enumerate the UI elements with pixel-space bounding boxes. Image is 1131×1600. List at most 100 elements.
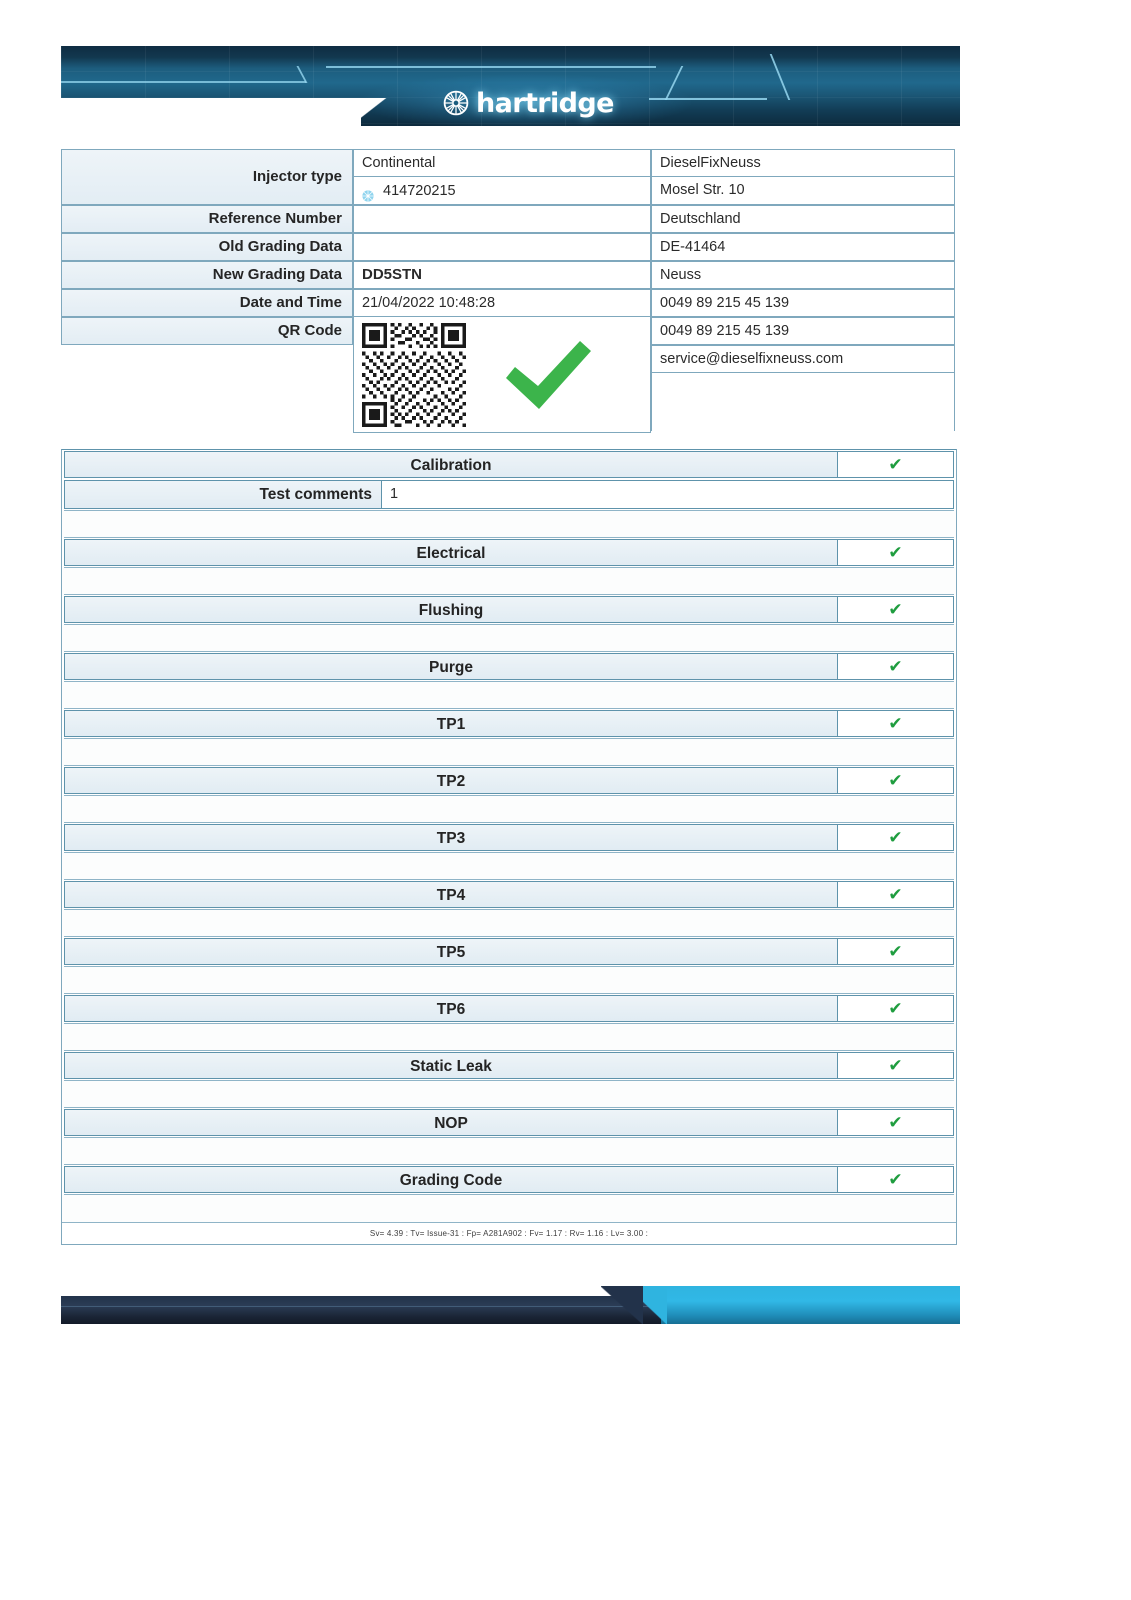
result-row-electrical: Electrical ✔ bbox=[62, 538, 956, 567]
footer-banner bbox=[61, 1286, 960, 1324]
info-row: Reference Number Deutschland bbox=[61, 205, 957, 233]
status-badge: ✔ bbox=[838, 539, 954, 566]
result-label: Calibration bbox=[64, 451, 838, 478]
check-icon: ✔ bbox=[888, 657, 903, 677]
result-row-tp4: TP4 ✔ bbox=[62, 880, 956, 909]
header-banner: hartridge bbox=[61, 46, 960, 126]
hartridge-wheel-icon bbox=[443, 90, 469, 116]
row-spacer bbox=[62, 795, 956, 823]
status-badge: ✔ bbox=[838, 1109, 954, 1136]
row-spacer bbox=[62, 681, 956, 709]
status-badge: ✔ bbox=[838, 1166, 954, 1193]
result-row-purge: Purge ✔ bbox=[62, 652, 956, 681]
status-badge: ✔ bbox=[838, 451, 954, 478]
customer-line-6: 0049 89 215 45 139 bbox=[651, 289, 955, 317]
status-badge: ✔ bbox=[838, 1052, 954, 1079]
check-icon: ✔ bbox=[888, 942, 903, 962]
status-badge: ✔ bbox=[838, 938, 954, 965]
overall-pass-check-icon bbox=[500, 336, 596, 414]
row-spacer bbox=[62, 966, 956, 994]
footer-dark-bevel bbox=[601, 1286, 643, 1324]
qr-code-image bbox=[362, 322, 466, 427]
check-icon: ✔ bbox=[888, 714, 903, 734]
check-icon: ✔ bbox=[888, 999, 903, 1019]
value-test-comments[interactable]: 1 bbox=[382, 480, 954, 509]
check-icon: ✔ bbox=[888, 1113, 903, 1133]
hartridge-logo: hartridge bbox=[443, 86, 614, 120]
footer-highlight-line bbox=[61, 1306, 661, 1307]
check-icon: ✔ bbox=[888, 828, 903, 848]
row-spacer bbox=[62, 624, 956, 652]
result-label: Static Leak bbox=[64, 1052, 838, 1079]
customer-line-7: 0049 89 215 45 139 bbox=[651, 317, 955, 345]
result-row-tp5: TP5 ✔ bbox=[62, 937, 956, 966]
customer-line-2: Mosel Str. 10 bbox=[651, 177, 955, 205]
customer-blank-filler bbox=[651, 373, 955, 431]
result-label: NOP bbox=[64, 1109, 838, 1136]
label-qr-code: QR Code bbox=[61, 317, 353, 345]
result-row-static-leak: Static Leak ✔ bbox=[62, 1051, 956, 1080]
label-new-grading-data: New Grading Data bbox=[61, 261, 353, 289]
result-row-tp3: TP3 ✔ bbox=[62, 823, 956, 852]
header-cutout-bevel bbox=[351, 98, 387, 126]
customer-line-5: Neuss bbox=[651, 261, 955, 289]
status-badge: ✔ bbox=[838, 653, 954, 680]
hartridge-wheel-icon bbox=[362, 185, 374, 202]
footer-cyan-bar bbox=[661, 1286, 960, 1324]
result-label: Purge bbox=[64, 653, 838, 680]
header-accent-line-right bbox=[326, 66, 656, 68]
value-injector-part-number: 414720215 bbox=[383, 182, 456, 199]
row-spacer bbox=[62, 1023, 956, 1051]
header-accent-line-left bbox=[61, 81, 306, 83]
result-row-nop: NOP ✔ bbox=[62, 1108, 956, 1137]
info-row: Old Grading Data DE-41464 bbox=[61, 233, 957, 261]
status-badge: ✔ bbox=[838, 710, 954, 737]
customer-line-1: DieselFixNeuss bbox=[651, 149, 955, 177]
result-row-tp1: TP1 ✔ bbox=[62, 709, 956, 738]
check-icon: ✔ bbox=[888, 543, 903, 563]
status-badge: ✔ bbox=[838, 596, 954, 623]
result-label: TP2 bbox=[64, 767, 838, 794]
value-old-grading-data bbox=[353, 233, 651, 261]
label-old-grading-data: Old Grading Data bbox=[61, 233, 353, 261]
check-icon: ✔ bbox=[888, 1170, 903, 1190]
customer-details-stack: 0049 89 215 45 139 service@dieselfixneus… bbox=[651, 317, 955, 433]
result-label: TP4 bbox=[64, 881, 838, 908]
value-reference-number bbox=[353, 205, 651, 233]
row-spacer bbox=[62, 909, 956, 937]
result-label: Grading Code bbox=[64, 1166, 838, 1193]
label-test-comments: Test comments bbox=[64, 480, 382, 509]
row-spacer bbox=[62, 738, 956, 766]
info-row: QR Code bbox=[61, 317, 957, 433]
result-label: TP6 bbox=[64, 995, 838, 1022]
result-row-tp2: TP2 ✔ bbox=[62, 766, 956, 795]
value-injector-part-number-cell: 414720215 bbox=[353, 177, 651, 205]
status-badge: ✔ bbox=[838, 767, 954, 794]
result-label: TP3 bbox=[64, 824, 838, 851]
injector-info-table: Injector type Continental DieselFixNeuss bbox=[61, 149, 957, 433]
customer-line-8: service@dieselfixneuss.com bbox=[651, 345, 955, 373]
row-spacer bbox=[62, 1080, 956, 1108]
header-cutout bbox=[61, 98, 361, 126]
row-spacer bbox=[62, 567, 956, 595]
label-injector-type: Injector type bbox=[61, 149, 353, 205]
header-notch-bottom bbox=[649, 66, 767, 100]
customer-line-3: Deutschland bbox=[651, 205, 955, 233]
hartridge-logo-text: hartridge bbox=[476, 87, 614, 119]
result-row-grading-code: Grading Code ✔ bbox=[62, 1165, 956, 1194]
result-label: Flushing bbox=[64, 596, 838, 623]
label-date-and-time: Date and Time bbox=[61, 289, 353, 317]
check-icon: ✔ bbox=[888, 600, 903, 620]
result-row-flushing: Flushing ✔ bbox=[62, 595, 956, 624]
row-spacer bbox=[62, 852, 956, 880]
row-spacer bbox=[62, 1137, 956, 1165]
status-badge: ✔ bbox=[838, 995, 954, 1022]
status-badge: ✔ bbox=[838, 824, 954, 851]
customer-line-4: DE-41464 bbox=[651, 233, 955, 261]
info-row: 414720215 Mosel Str. 10 bbox=[353, 177, 957, 205]
row-spacer bbox=[62, 1194, 956, 1222]
result-label: Electrical bbox=[64, 539, 838, 566]
check-icon: ✔ bbox=[888, 1056, 903, 1076]
info-row: Injector type Continental DieselFixNeuss bbox=[61, 149, 957, 205]
